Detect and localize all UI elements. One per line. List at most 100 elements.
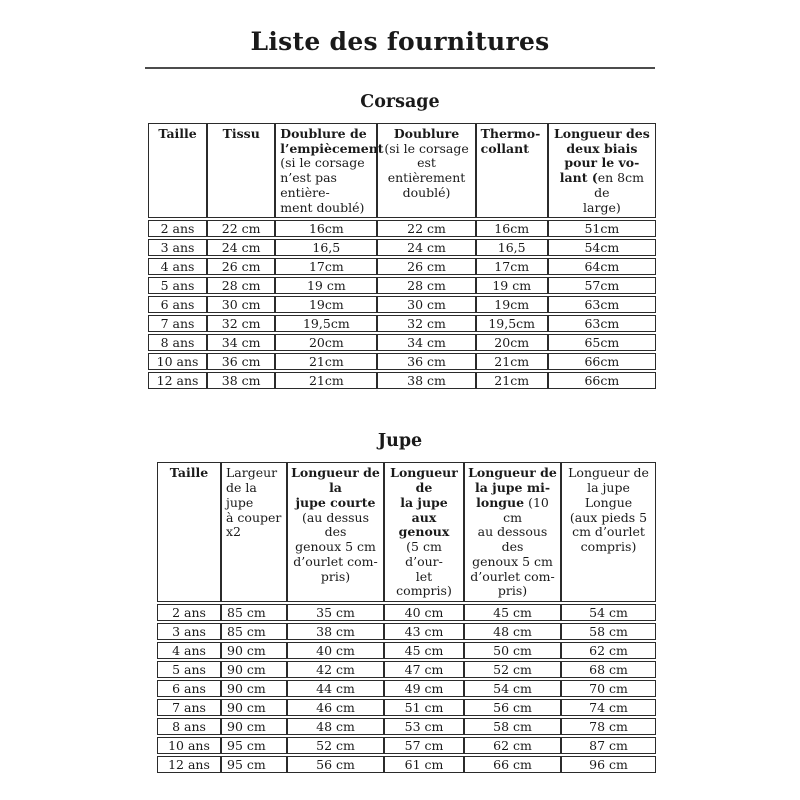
header-row: Taille Largeur de la jupe à couper x2 Lo…: [157, 462, 656, 602]
header-bold-text: Longueur de la jupe mi- longue: [468, 465, 557, 510]
table-cell: 57 cm: [384, 737, 464, 754]
table-cell: 6 ans: [148, 296, 208, 314]
table-row: 10 ans 95 cm 52 cm 57 cm 62 cm 87 cm: [157, 737, 656, 754]
table-cell: 95 cm: [221, 756, 287, 773]
table-cell: 19 cm: [275, 277, 378, 295]
table-cell: 16,5: [275, 239, 378, 257]
corsage-heading: Corsage: [360, 91, 440, 112]
table-cell: 49 cm: [384, 680, 464, 697]
table-cell: 17cm: [475, 258, 548, 276]
table-cell: 28 cm: [207, 277, 276, 295]
table-cell: 4 ans: [148, 258, 208, 276]
page-title: Liste des fournitures: [250, 27, 550, 56]
table-cell: 52 cm: [464, 661, 561, 678]
table-cell: 26 cm: [207, 258, 276, 276]
table-cell: 62 cm: [464, 737, 561, 754]
table-cell: 96 cm: [561, 756, 656, 773]
table-cell: 5 ans: [157, 661, 221, 678]
table-cell: 36 cm: [207, 353, 276, 371]
table-cell: 45 cm: [464, 604, 561, 621]
table-cell: 2 ans: [148, 220, 208, 238]
document-content: Corsage Taille Tissu Doublure de l’empiè…: [145, 91, 656, 775]
table-row: 2 ans 85 cm 35 cm 40 cm 45 cm 54 cm: [157, 604, 656, 621]
table-row: 12 ans 38 cm 21cm 38 cm 21cm 66cm: [148, 372, 656, 390]
table-cell: 21cm: [275, 353, 378, 371]
table-cell: 52 cm: [287, 737, 384, 754]
table-cell: 34 cm: [377, 334, 476, 352]
header-bold-text: Longueur de la jupe aux genoux: [390, 465, 458, 540]
table-cell: 56 cm: [287, 756, 384, 773]
column-header-thermocollant: Thermo- collant: [475, 122, 548, 219]
table-row: 3 ans 85 cm 38 cm 43 cm 48 cm 58 cm: [157, 623, 656, 640]
table-cell: 43 cm: [384, 623, 464, 640]
table-cell: 17cm: [275, 258, 378, 276]
jupe-table-body: 2 ans 85 cm 35 cm 40 cm 45 cm 54 cm 3 ans 85 cm…: [157, 604, 656, 773]
header-bold-text: Taille: [158, 125, 197, 141]
table-row: 8 ans 34 cm 20cm 34 cm 20cm 65cm: [148, 334, 656, 352]
table-cell: 38 cm: [287, 623, 384, 640]
table-cell: 78 cm: [561, 718, 656, 735]
table-cell: 32 cm: [377, 315, 476, 333]
table-cell: 35 cm: [287, 604, 384, 621]
table-cell: 56 cm: [464, 699, 561, 716]
table-cell: 38 cm: [207, 372, 276, 390]
table-row: 6 ans 90 cm 44 cm 49 cm 54 cm 70 cm: [157, 680, 656, 697]
table-cell: 2 ans: [157, 604, 221, 621]
table-cell: 12 ans: [157, 756, 221, 773]
table-cell: 45 cm: [384, 642, 464, 659]
column-header-largeur: Largeur de la jupe à couper x2: [221, 462, 287, 602]
corsage-section: Corsage Taille Tissu Doublure de l’empiè…: [145, 91, 656, 392]
table-cell: 3 ans: [148, 239, 208, 257]
table-cell: 53 cm: [384, 718, 464, 735]
table-cell: 30 cm: [207, 296, 276, 314]
table-cell: 54 cm: [561, 604, 656, 621]
table-cell: 22 cm: [377, 220, 476, 238]
table-cell: 24 cm: [207, 239, 276, 257]
header-bold-text: Doublure: [393, 125, 460, 141]
header-regular-text: (5 cm d’our- let compris): [396, 539, 452, 599]
table-cell: 90 cm: [221, 642, 287, 659]
table-row: 8 ans 90 cm 48 cm 53 cm 58 cm 78 cm: [157, 718, 656, 735]
table-cell: 16cm: [275, 220, 378, 238]
table-cell: 19,5cm: [475, 315, 548, 333]
table-cell: 7 ans: [157, 699, 221, 716]
table-cell: 21cm: [475, 372, 548, 390]
table-cell: 19cm: [275, 296, 378, 314]
table-cell: 8 ans: [157, 718, 221, 735]
table-cell: 90 cm: [221, 680, 287, 697]
header-bold-text: Thermo- collant: [480, 125, 541, 156]
table-cell: 64cm: [547, 258, 656, 276]
table-row: 7 ans 90 cm 46 cm 51 cm 56 cm 74 cm: [157, 699, 656, 716]
table-cell: 40 cm: [384, 604, 464, 621]
table-row: 6 ans 30 cm 19cm 30 cm 19cm 63cm: [148, 296, 656, 314]
header-regular-text: (10 cm au dessous des genoux 5 cm d’ourl…: [470, 494, 555, 599]
table-cell: 47 cm: [384, 661, 464, 678]
table-cell: 44 cm: [287, 680, 384, 697]
table-cell: 68 cm: [561, 661, 656, 678]
table-cell: 21cm: [475, 353, 548, 371]
table-cell: 54cm: [547, 239, 656, 257]
jupe-table-header: Taille Largeur de la jupe à couper x2 Lo…: [157, 462, 656, 602]
corsage-table-body: 2 ans 22 cm 16cm 22 cm 16cm 51cm 3 ans 24 cm 16,…: [148, 220, 656, 390]
header-regular-text: (si le corsage n’est pas entière- ment d…: [280, 155, 365, 215]
table-cell: 21cm: [275, 372, 378, 390]
table-cell: 58 cm: [561, 623, 656, 640]
table-cell: 34 cm: [207, 334, 276, 352]
table-cell: 90 cm: [221, 661, 287, 678]
table-row: 10 ans 36 cm 21cm 36 cm 21cm 66cm: [148, 353, 656, 371]
table-cell: 16,5: [475, 239, 548, 257]
column-header-longueur-biais: Longueur des deux biais pour le vo- lant…: [547, 122, 656, 219]
table-cell: 6 ans: [157, 680, 221, 697]
column-header-doublure-empiecement: Doublure de l’empiècement (si le corsage…: [275, 122, 384, 219]
header-bold-text: Longueur des deux biais pour le vo- lant…: [553, 125, 650, 185]
header-regular-text: (au dessus des genoux 5 cm d’ourlet com-…: [293, 509, 378, 584]
table-cell: 66cm: [547, 353, 656, 371]
table-cell: 90 cm: [221, 699, 287, 716]
table-row: 2 ans 22 cm 16cm 22 cm 16cm 51cm: [148, 220, 656, 238]
table-cell: 5 ans: [148, 277, 208, 295]
jupe-heading: Jupe: [377, 431, 423, 452]
table-cell: 66 cm: [464, 756, 561, 773]
table-cell: 10 ans: [157, 737, 221, 754]
table-cell: 26 cm: [377, 258, 476, 276]
